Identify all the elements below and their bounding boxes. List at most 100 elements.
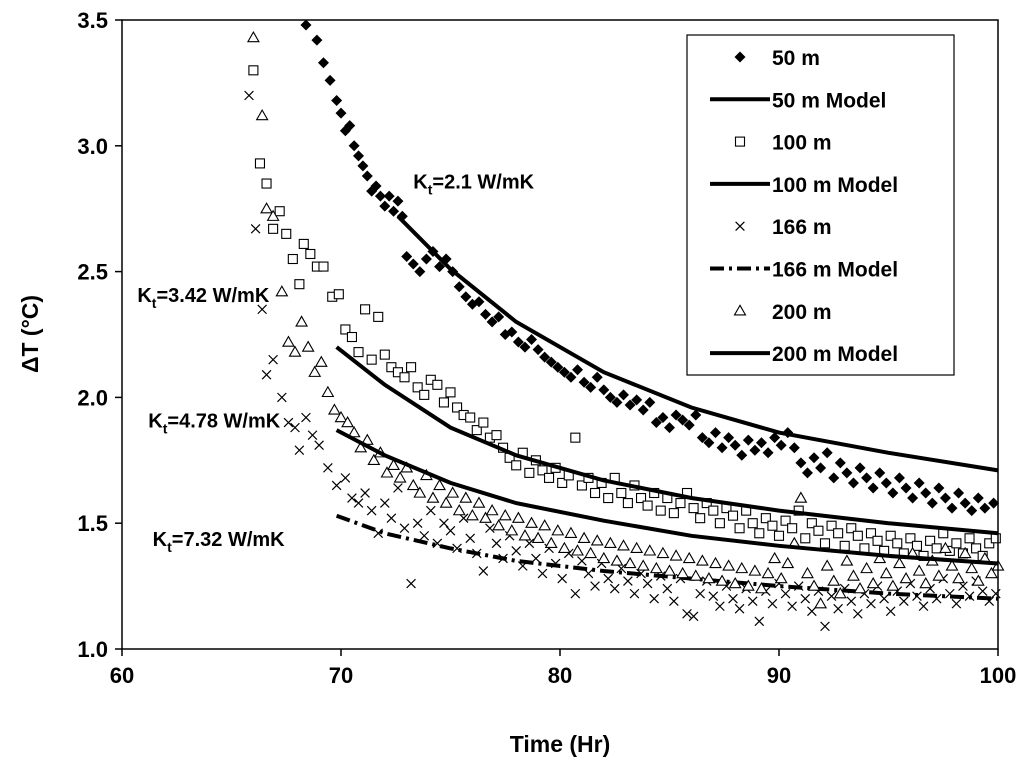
data-point — [946, 502, 958, 514]
data-point — [787, 523, 798, 534]
data-point — [820, 559, 834, 571]
data-point — [399, 372, 410, 383]
data-point — [387, 458, 401, 471]
data-point — [558, 366, 570, 378]
legend-label: 100 m — [772, 132, 832, 155]
data-point — [696, 432, 708, 444]
data-point — [307, 430, 318, 440]
data-point — [833, 528, 844, 539]
data-point — [357, 160, 369, 172]
data-point — [266, 209, 280, 221]
legend-marker — [733, 304, 747, 316]
legend-label: 50 m Model — [772, 89, 886, 112]
data-point — [847, 569, 860, 581]
data-point — [624, 399, 636, 411]
data-point — [570, 432, 581, 443]
data-point — [860, 561, 874, 574]
data-point — [426, 491, 440, 503]
data-point — [918, 550, 929, 561]
x-axis-label: Time (Hr) — [510, 731, 611, 757]
data-point — [852, 530, 863, 541]
data-point — [301, 340, 315, 352]
data-point — [438, 397, 449, 408]
data-point — [873, 551, 887, 564]
data-point — [603, 536, 617, 549]
data-point — [926, 497, 938, 509]
data-point — [827, 574, 841, 586]
data-point — [294, 279, 305, 290]
data-point — [729, 439, 741, 451]
data-point — [512, 336, 524, 348]
data-point — [676, 566, 690, 579]
data-point — [819, 538, 831, 549]
data-point — [370, 180, 382, 192]
data-point — [801, 566, 814, 579]
data-point — [959, 497, 971, 509]
data-point — [939, 492, 951, 504]
data-point — [767, 598, 778, 609]
data-point — [795, 457, 807, 469]
data-point — [754, 528, 765, 539]
data-point — [379, 349, 390, 360]
data-point — [880, 477, 892, 489]
data-point — [511, 511, 525, 523]
data-point — [780, 515, 791, 526]
data-point — [760, 513, 771, 524]
data-point — [806, 518, 817, 529]
data-point — [388, 205, 400, 217]
data-point — [519, 341, 531, 353]
data-point — [826, 591, 837, 601]
data-point — [246, 31, 260, 43]
data-point — [623, 556, 637, 569]
y-axis-label: ΔT (°C) — [17, 295, 43, 373]
data-point — [344, 120, 356, 132]
data-point — [340, 324, 351, 335]
legend-label: 200 m Model — [772, 343, 898, 366]
data-point — [287, 253, 298, 265]
data-point — [425, 505, 436, 516]
data-point — [590, 534, 604, 546]
model-line — [396, 214, 999, 473]
data-point — [433, 478, 446, 491]
data-point — [290, 422, 300, 433]
data-point — [412, 518, 423, 529]
data-point — [644, 396, 656, 408]
data-point — [846, 596, 857, 607]
data-point — [386, 513, 397, 523]
x-tick-label: 70 — [329, 663, 353, 688]
data-point — [333, 289, 344, 300]
legend-label: 100 m Model — [772, 174, 898, 197]
data-point — [439, 518, 449, 529]
data-point — [323, 463, 333, 473]
data-point — [958, 546, 972, 559]
data-point — [354, 441, 368, 453]
data-point — [741, 579, 755, 591]
data-point — [781, 556, 795, 569]
data-point — [399, 523, 410, 534]
kt-annotation: Kt=3.42 W/mK — [137, 285, 270, 311]
data-point — [360, 488, 370, 498]
data-point — [990, 533, 1001, 544]
data-point — [260, 202, 273, 214]
data-point — [543, 472, 555, 483]
data-point — [669, 549, 683, 561]
data-point — [445, 387, 456, 398]
model-line — [335, 513, 999, 601]
data-point — [690, 409, 702, 421]
data-point — [412, 382, 423, 393]
data-point — [846, 523, 857, 534]
data-point — [965, 561, 979, 574]
data-point — [984, 566, 998, 579]
data-point — [268, 354, 278, 365]
data-point — [657, 412, 669, 424]
data-point — [505, 524, 519, 536]
data-point — [925, 535, 936, 546]
data-point — [695, 588, 705, 599]
data-point — [445, 525, 456, 536]
data-point — [643, 544, 657, 556]
data-point — [473, 296, 485, 308]
data-point — [709, 556, 722, 569]
data-point — [622, 498, 633, 509]
data-point — [655, 505, 666, 516]
legend: 50 m 50 m Model 100 m 100 m Model 166 m 166 m… — [686, 34, 955, 376]
